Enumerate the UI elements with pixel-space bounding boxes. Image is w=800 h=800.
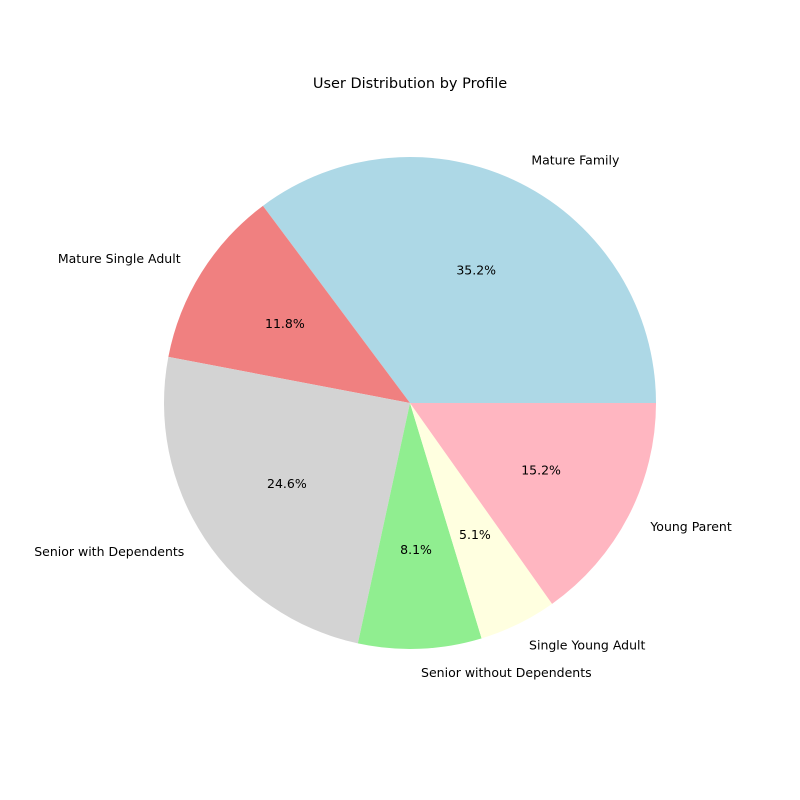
slice-label: Mature Family xyxy=(531,153,620,168)
pie-slice-mature-single-adult xyxy=(168,205,410,403)
slice-percent-label: 11.8% xyxy=(265,316,305,331)
pie-slices xyxy=(164,156,656,649)
chart-title: User Distribution by Profile xyxy=(313,76,507,92)
pie-slice-young-parent xyxy=(410,403,656,604)
slice-label: Senior without Dependents xyxy=(421,665,592,680)
slice-label: Mature Single Adult xyxy=(58,251,181,266)
slice-percent-label: 15.2% xyxy=(521,462,561,477)
slice-percent-label: 35.2% xyxy=(456,263,496,278)
pie-labels: Mature Family 35.2% Mature Single Adult 11.… xyxy=(34,153,732,680)
slice-percent-label: 8.1% xyxy=(400,542,432,557)
pie-slice-senior-without-dependents xyxy=(357,403,482,649)
slice-label: Young Parent xyxy=(649,519,731,534)
pie-slice-mature-family xyxy=(262,156,656,403)
pie-slice-senior-with-dependents xyxy=(164,356,410,644)
slice-percent-label: 5.1% xyxy=(459,527,491,542)
slice-label: Single Young Adult xyxy=(529,638,645,653)
slice-percent-label: 24.6% xyxy=(267,476,307,491)
slice-label: Senior with Dependents xyxy=(34,544,184,559)
pie-slice-single-young-adult xyxy=(410,403,553,639)
